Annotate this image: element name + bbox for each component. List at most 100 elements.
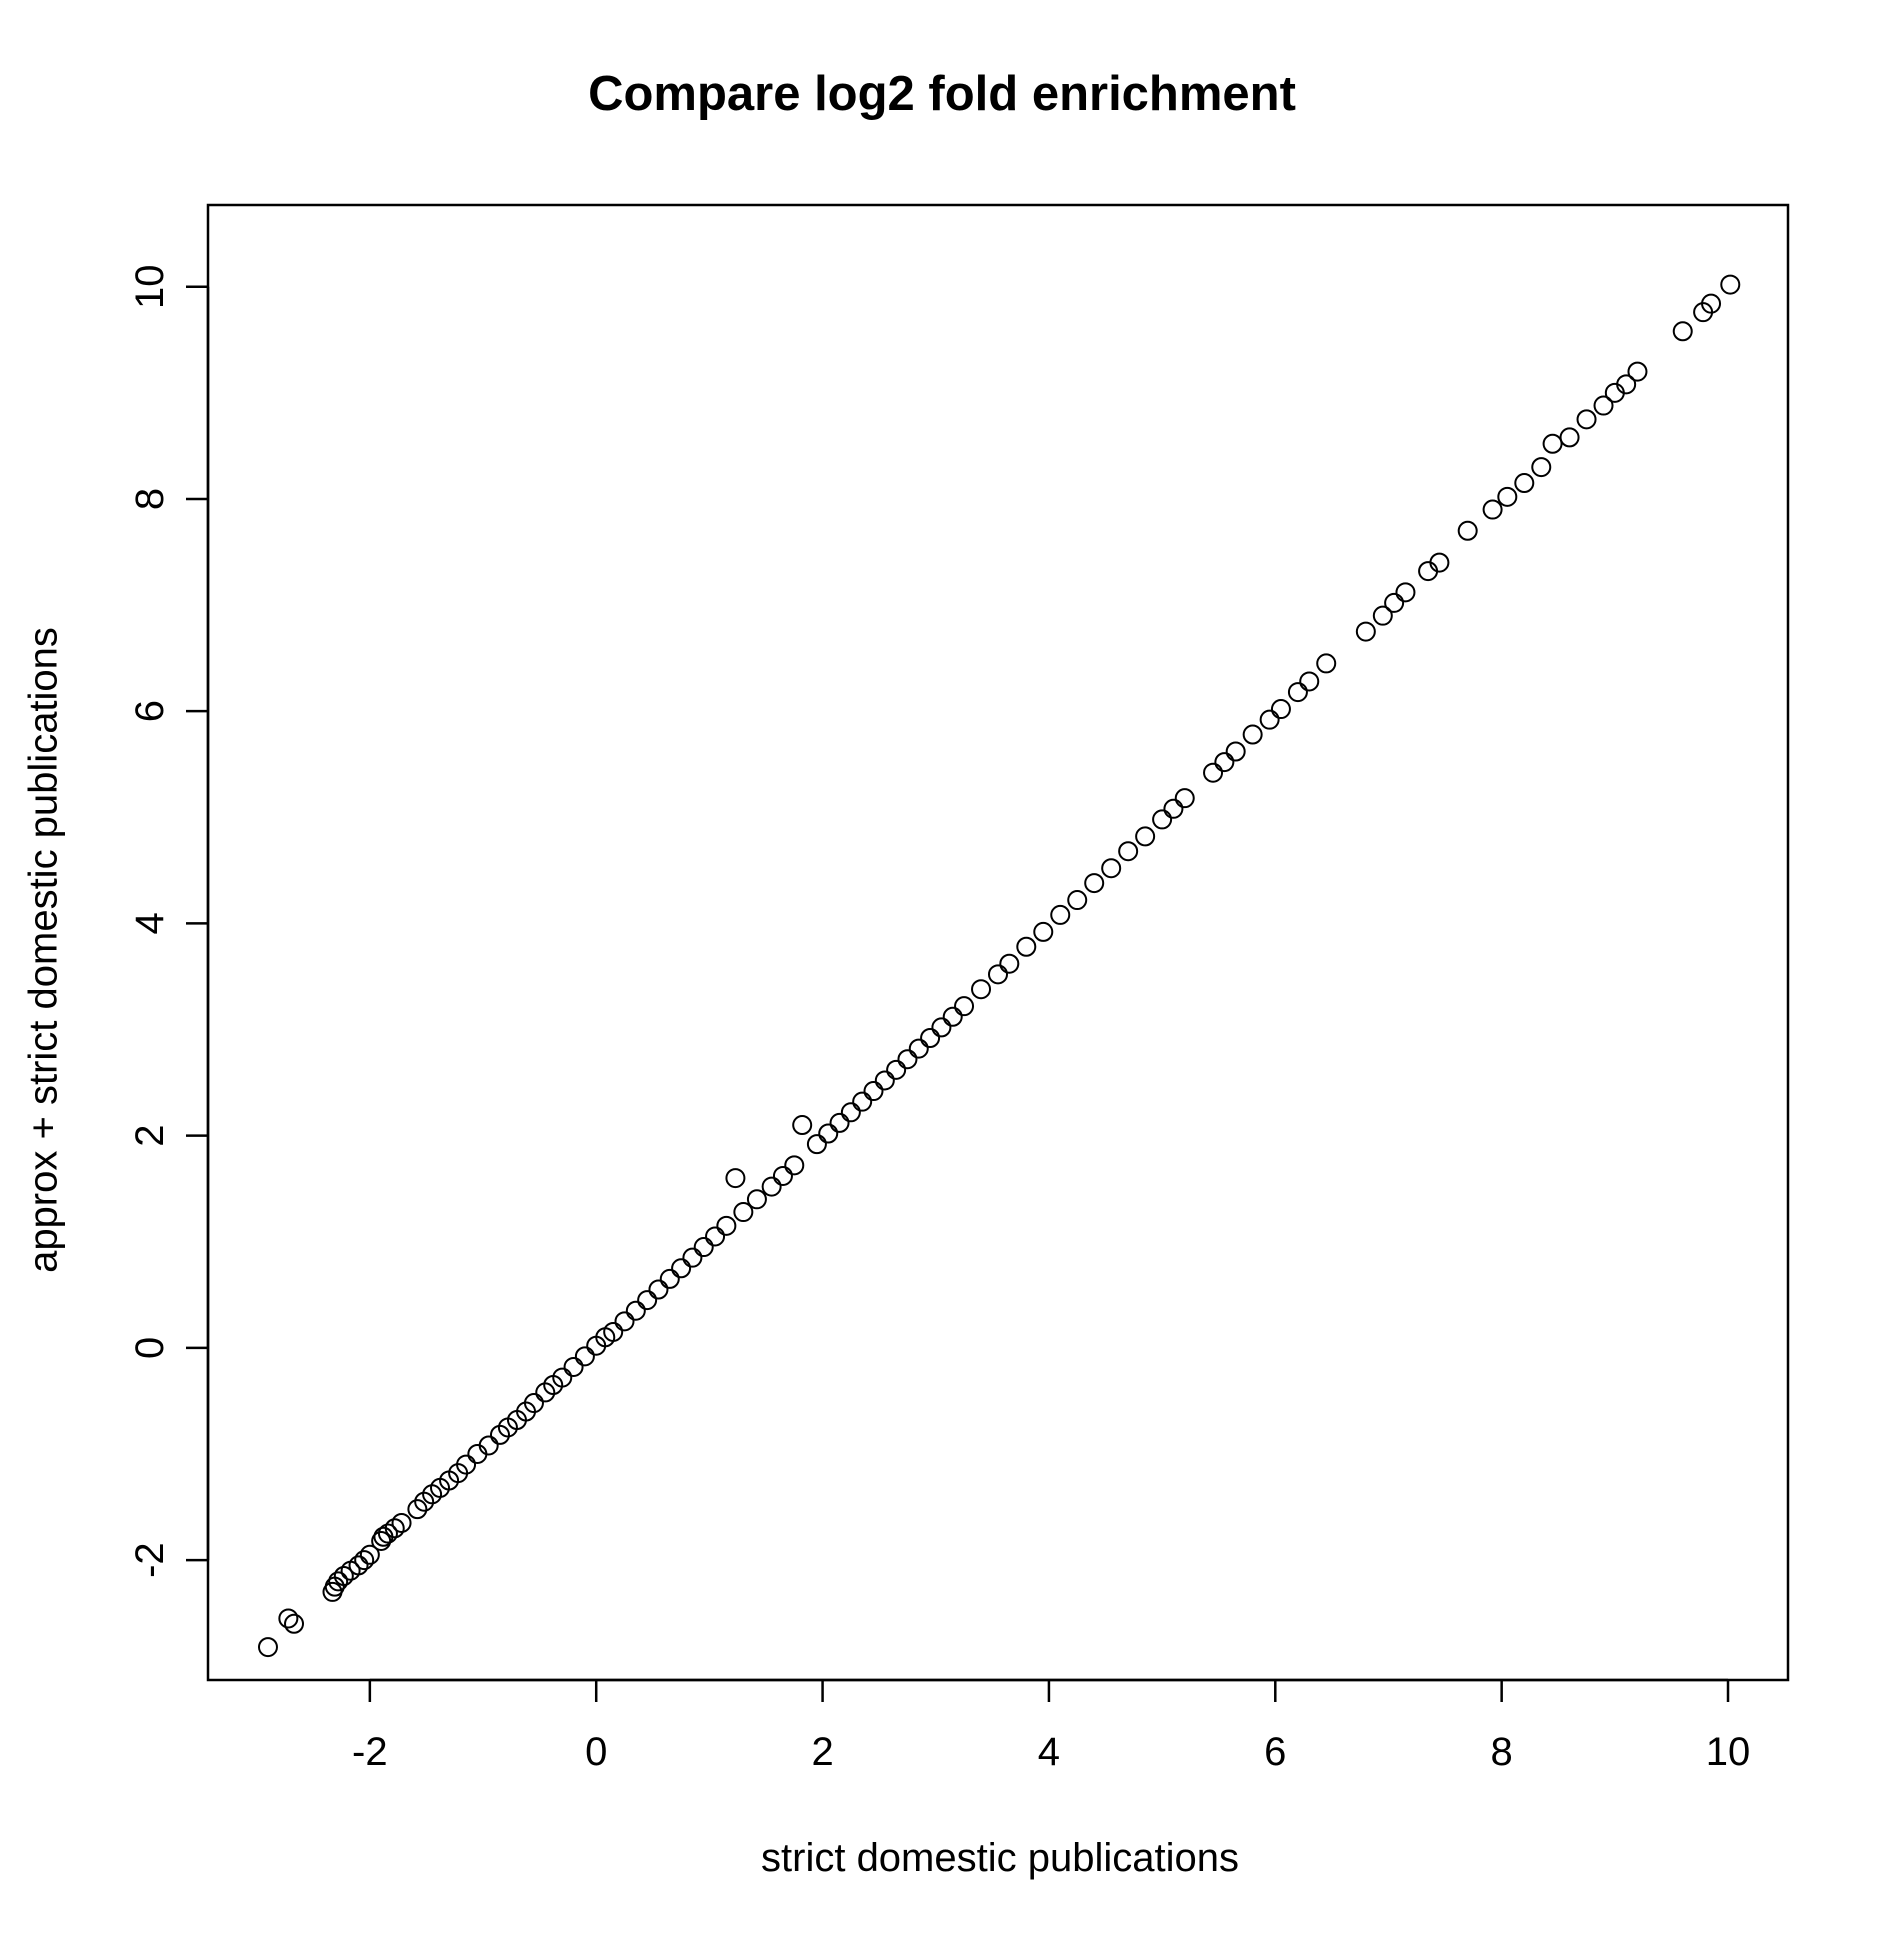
data-point <box>942 1006 963 1027</box>
data-point <box>1457 520 1478 541</box>
data-point <box>1576 409 1597 430</box>
data-point <box>852 1091 873 1112</box>
data-point <box>1316 653 1337 674</box>
x-axis: -2 0 2 4 6 8 10 <box>352 1678 1751 1774</box>
data-point <box>988 964 1008 985</box>
data-point <box>716 1215 737 1236</box>
data-point <box>1135 826 1156 847</box>
data-point <box>1084 873 1105 894</box>
data-point <box>1287 682 1308 703</box>
data-point <box>278 1608 299 1629</box>
data-point <box>456 1454 477 1475</box>
data-point <box>552 1367 573 1388</box>
data-point <box>1152 809 1173 830</box>
data-point <box>1720 274 1741 295</box>
data-point <box>1270 699 1291 720</box>
data-point <box>1203 762 1224 783</box>
data-point <box>348 1555 369 1576</box>
data-point <box>908 1038 929 1059</box>
data-point <box>377 1523 398 1544</box>
data-point <box>478 1435 499 1456</box>
data-point <box>1559 427 1580 448</box>
data-point <box>328 1571 349 1592</box>
data-point <box>1163 798 1184 819</box>
data-point <box>954 996 975 1017</box>
x-tick-label: 8 <box>1491 1730 1513 1774</box>
data-point <box>999 953 1020 974</box>
data-point <box>1225 741 1246 762</box>
data-point <box>354 1550 375 1571</box>
data-point <box>784 1155 805 1176</box>
data-point <box>407 1499 428 1520</box>
data-point <box>897 1049 918 1070</box>
y-tick-label: 10 <box>128 264 172 309</box>
data-point <box>1299 671 1320 692</box>
data-point <box>1174 788 1195 809</box>
data-point <box>746 1189 767 1210</box>
data-point <box>1050 904 1071 925</box>
data-point <box>829 1112 850 1133</box>
data-point <box>761 1176 782 1197</box>
data-point <box>886 1059 907 1080</box>
data-point <box>1372 605 1393 626</box>
data-point <box>1514 473 1535 494</box>
data-point <box>391 1512 412 1533</box>
data-point <box>1531 457 1552 478</box>
y-tick-label: 2 <box>128 1125 172 1147</box>
x-tick-label: 10 <box>1706 1730 1751 1774</box>
data-point <box>971 979 992 1000</box>
data-point <box>1593 395 1614 416</box>
data-point <box>384 1518 405 1539</box>
data-point <box>931 1017 952 1038</box>
data-point <box>333 1566 354 1587</box>
y-tick-label: -2 <box>128 1542 172 1578</box>
y-axis-label: approx + strict domestic publications <box>21 627 66 1273</box>
data-point <box>614 1311 635 1332</box>
data-point <box>284 1613 305 1634</box>
data-point <box>693 1237 714 1258</box>
data-point <box>725 1168 746 1189</box>
y-tick-label: 0 <box>128 1337 172 1359</box>
chart-title: Compare log2 fold enrichment <box>588 67 1296 121</box>
data-point <box>1395 582 1416 603</box>
x-tick-label: 4 <box>1038 1730 1060 1774</box>
x-axis-label: strict domestic publications <box>761 1836 1239 1880</box>
y-tick-label: 4 <box>128 912 172 934</box>
data-point <box>1355 621 1376 642</box>
data-point <box>1672 321 1693 342</box>
data-point <box>1118 841 1139 862</box>
y-axis: -2 0 2 4 6 8 10 <box>128 264 210 1578</box>
data-point <box>1067 890 1088 911</box>
data-point <box>1016 936 1037 957</box>
data-point <box>806 1134 827 1155</box>
data-point <box>563 1356 584 1377</box>
data-point <box>625 1300 646 1321</box>
data-point <box>772 1165 793 1186</box>
x-tick-label: 0 <box>585 1730 607 1774</box>
data-point <box>840 1102 861 1123</box>
data-point <box>648 1279 669 1300</box>
data-point <box>1259 709 1280 730</box>
data-point <box>637 1290 658 1311</box>
data-point <box>671 1258 692 1279</box>
y-tick-label: 6 <box>128 700 172 722</box>
data-point <box>257 1637 278 1658</box>
data-point <box>1101 858 1122 879</box>
data-point <box>603 1321 624 1342</box>
data-point <box>1616 374 1637 395</box>
data-point <box>371 1530 392 1551</box>
data-point <box>1384 592 1405 613</box>
data-point <box>792 1115 813 1136</box>
data-point <box>863 1081 884 1102</box>
data-point <box>920 1028 941 1049</box>
data-point <box>659 1268 680 1289</box>
data-point <box>733 1202 754 1223</box>
data-point <box>682 1247 703 1268</box>
data-point <box>1482 499 1503 520</box>
data-point <box>818 1123 839 1144</box>
data-point <box>705 1226 726 1247</box>
data-point <box>1627 361 1648 382</box>
y-tick-label: 8 <box>128 488 172 510</box>
data-point <box>1497 486 1518 507</box>
x-tick-label: 2 <box>811 1730 833 1774</box>
